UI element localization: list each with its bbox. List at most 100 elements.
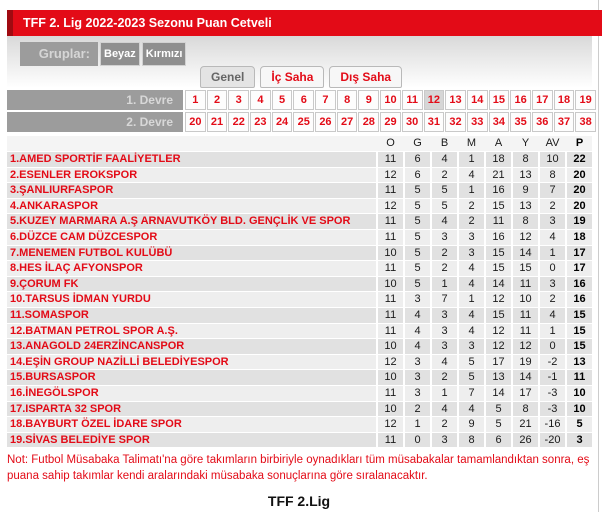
week-button-11[interactable]: 11 [401, 90, 423, 110]
stat-p: 15 [567, 323, 592, 339]
round-2-weeks: 20 21 22 23 24 25 26 27 28 29 30 31 32 33 34 35 36 37 38 [185, 112, 596, 132]
team-name: 14.EŞİN GROUP NAZİLLİ BELEDİYESPOR [7, 354, 376, 370]
week-button-13[interactable]: 13 [445, 90, 466, 110]
standings-header-row: O G B M A Y AV P [7, 136, 592, 151]
week-button-32[interactable]: 32 [445, 112, 466, 132]
group-button-beyaz[interactable]: Beyaz [100, 42, 140, 66]
week-button-17[interactable]: 17 [531, 90, 553, 110]
table-row: 7.MENEMEN FUTBOL KULÜBÜ 10 5 2 3 15 14 1 17 [7, 245, 592, 261]
week-button-33[interactable]: 33 [466, 112, 488, 132]
stat-g: 1 [405, 417, 430, 432]
stat-av: 3 [540, 276, 565, 292]
week-button-28[interactable]: 28 [358, 112, 380, 132]
stat-o: 11 [378, 432, 403, 448]
stat-m: 4 [459, 261, 484, 276]
week-button-22[interactable]: 22 [228, 112, 250, 132]
stat-b: 3 [432, 307, 457, 323]
week-button-27[interactable]: 27 [336, 112, 358, 132]
stat-av: 1 [540, 245, 565, 261]
stat-o: 10 [378, 370, 403, 385]
stat-g: 3 [405, 370, 430, 385]
stat-m: 4 [459, 167, 484, 183]
table-row: 19.SİVAS BELEDİYE SPOR 11 0 3 8 6 26 -20 3 [7, 432, 592, 448]
stat-p: 11 [567, 370, 592, 385]
week-button-31[interactable]: 31 [423, 112, 445, 132]
week-button-38[interactable]: 38 [575, 112, 596, 132]
stat-p: 17 [567, 245, 592, 261]
week-button-12[interactable]: 12 [423, 90, 445, 110]
week-button-18[interactable]: 18 [553, 90, 575, 110]
stat-m: 2 [459, 198, 484, 214]
stat-o: 11 [378, 385, 403, 401]
table-row: 14.EŞİN GROUP NAZİLLİ BELEDİYESPOR 12 3 4 5 1… [7, 354, 592, 370]
stat-av: -16 [540, 417, 565, 432]
group-button-kirmizi[interactable]: Kırmızı [141, 42, 187, 66]
week-button-24[interactable]: 24 [271, 112, 293, 132]
week-button-21[interactable]: 21 [206, 112, 228, 132]
week-button-9[interactable]: 9 [358, 90, 380, 110]
team-name: 4.ANKARASPOR [7, 198, 376, 214]
week-button-37[interactable]: 37 [553, 112, 575, 132]
tab-dis-saha[interactable]: Dış Saha [329, 66, 403, 88]
week-button-3[interactable]: 3 [228, 90, 250, 110]
week-button-26[interactable]: 26 [315, 112, 336, 132]
week-button-5[interactable]: 5 [271, 90, 293, 110]
week-button-4[interactable]: 4 [250, 90, 271, 110]
week-button-23[interactable]: 23 [250, 112, 271, 132]
table-row: 17.ISPARTA 32 SPOR 10 2 4 4 5 8 -3 10 [7, 401, 592, 417]
week-button-30[interactable]: 30 [401, 112, 423, 132]
stat-a: 17 [486, 354, 511, 370]
week-button-2[interactable]: 2 [206, 90, 228, 110]
week-button-8[interactable]: 8 [336, 90, 358, 110]
stat-p: 10 [567, 401, 592, 417]
table-row: 3.ŞANLIURFASPOR 11 5 5 1 16 9 7 20 [7, 183, 592, 198]
column-header-o: O [386, 137, 395, 149]
stat-y: 13 [513, 167, 538, 183]
stat-y: 11 [513, 276, 538, 292]
week-button-1[interactable]: 1 [185, 90, 206, 110]
stat-o: 11 [378, 307, 403, 323]
stat-g: 4 [405, 339, 430, 354]
stat-b: 2 [432, 417, 457, 432]
stat-b: 3 [432, 323, 457, 339]
week-button-15[interactable]: 15 [488, 90, 510, 110]
week-button-6[interactable]: 6 [293, 90, 315, 110]
stat-y: 26 [513, 432, 538, 448]
week-button-16[interactable]: 16 [510, 90, 531, 110]
column-header-y: Y [521, 137, 530, 149]
stat-p: 17 [567, 261, 592, 276]
week-button-7[interactable]: 7 [315, 90, 336, 110]
table-row: 16.İNEGÖLSPOR 11 3 1 7 14 17 -3 10 [7, 385, 592, 401]
groups-label: Gruplar: [20, 42, 98, 66]
stat-m: 1 [459, 152, 484, 167]
week-button-36[interactable]: 36 [531, 112, 553, 132]
team-name: 7.MENEMEN FUTBOL KULÜBÜ [7, 245, 376, 261]
week-button-20[interactable]: 20 [185, 112, 206, 132]
week-button-25[interactable]: 25 [293, 112, 315, 132]
stat-av: -20 [540, 432, 565, 448]
stat-y: 19 [513, 354, 538, 370]
stat-o: 10 [378, 276, 403, 292]
stat-m: 1 [459, 292, 484, 307]
tab-ic-saha[interactable]: İç Saha [260, 66, 325, 88]
stat-av: -3 [540, 385, 565, 401]
week-button-19[interactable]: 19 [575, 90, 596, 110]
stat-y: 11 [513, 307, 538, 323]
stat-p: 19 [567, 214, 592, 229]
week-button-34[interactable]: 34 [488, 112, 510, 132]
stat-o: 11 [378, 229, 403, 245]
stat-a: 14 [486, 276, 511, 292]
week-button-35[interactable]: 35 [510, 112, 531, 132]
stat-o: 12 [378, 417, 403, 432]
groups-bar: Gruplar: Beyaz Kırmızı [20, 42, 187, 66]
tab-genel[interactable]: Genel [200, 66, 256, 88]
week-button-10[interactable]: 10 [380, 90, 401, 110]
week-button-29[interactable]: 29 [380, 112, 401, 132]
team-name: 17.ISPARTA 32 SPOR [7, 401, 376, 417]
footnote: Not: Futbol Müsabaka Talimatı'na göre ta… [7, 454, 590, 482]
week-button-14[interactable]: 14 [466, 90, 488, 110]
stat-m: 5 [459, 370, 484, 385]
stat-m: 1 [459, 183, 484, 198]
stat-b: 4 [432, 152, 457, 167]
page-title: TFF 2. Lig 2022-2023 Sezonu Puan Cetveli [7, 10, 602, 36]
